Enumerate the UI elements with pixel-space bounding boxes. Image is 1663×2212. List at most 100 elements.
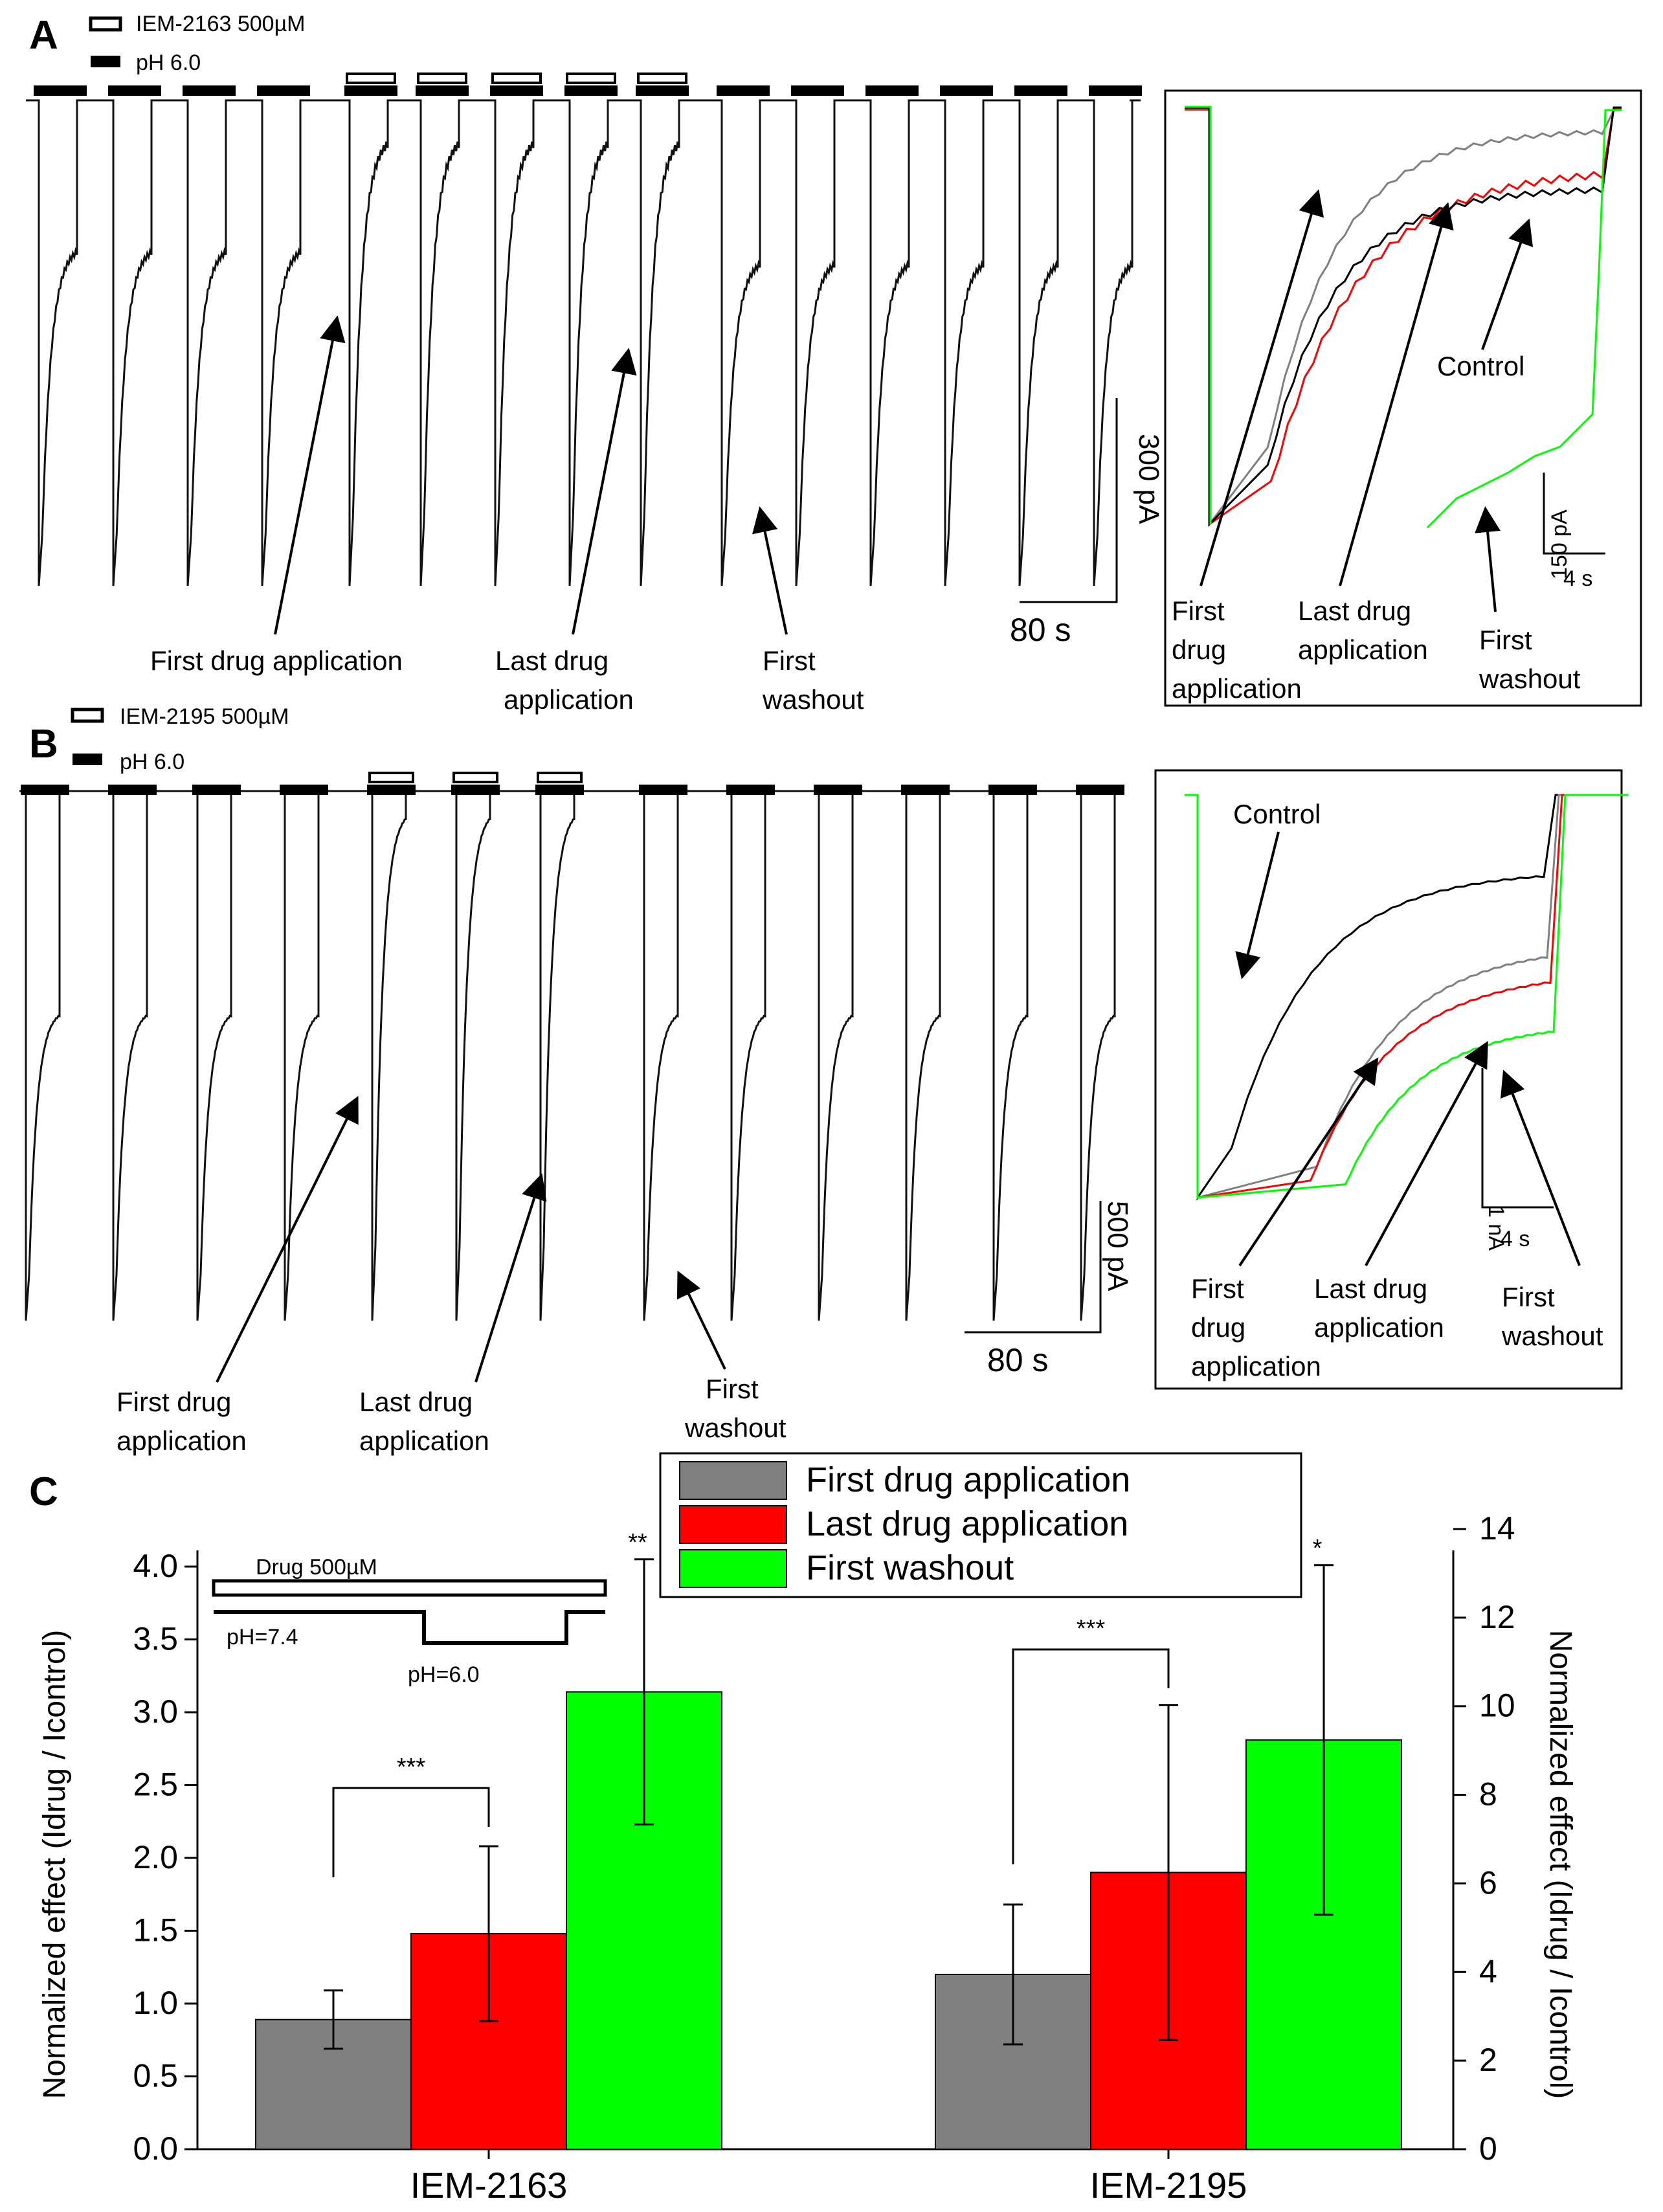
inset-a-frame: [1164, 89, 1642, 707]
y-tick-label-right: 4: [1479, 1953, 1497, 1989]
y-tick-label-left: 2.0: [133, 1839, 178, 1875]
panel-b-current-trace: [19, 790, 1123, 1321]
inset-b-scale-time: 4 s: [1501, 1227, 1530, 1251]
inset-b-first-3: application: [1191, 1351, 1321, 1381]
label-a-last-drug-1: Last drug: [495, 645, 608, 676]
ph-application-bar: [814, 785, 862, 795]
ph-application-bar: [865, 85, 919, 96]
ph-application-bar: [988, 785, 1037, 795]
panel-c: C 0.0 0.5 1.0 1.5 2.0 2.5 3.0 3.5 4.0 0 2 4 6 8 10 12 14…: [29, 1452, 1578, 2206]
panel-b-scale-bar: [965, 1201, 1102, 1334]
panel-b-scale-current: 500 pA: [1102, 1201, 1133, 1291]
label-b-first-drug-1: First drug: [117, 1387, 231, 1417]
ph-application-bar: [1089, 85, 1142, 96]
arrow-b-last-drug: [474, 1173, 547, 1383]
protocol-drug-box-icon: [212, 1579, 607, 1597]
ph-application-bar: [791, 85, 844, 96]
panel-a-scale-current: 300 pA: [1133, 434, 1165, 524]
drug-application-box: [368, 772, 414, 783]
inset-b-first-1: First: [1191, 1273, 1244, 1304]
y-tick-label-left: 0.0: [133, 2130, 178, 2167]
bar-chart: 0.0 0.5 1.0 1.5 2.0 2.5 3.0 3.5 4.0 0 2 4 6 8 10 12 14 No…: [38, 1452, 1578, 2206]
arrow-inset-a-first: [1200, 189, 1324, 587]
arrow-b-first-washout: [676, 1270, 726, 1370]
arrow-inset-b-last: [1365, 1040, 1488, 1266]
y-axis-label-left: Normalized effect (Idrug / Icontrol): [38, 1630, 72, 2099]
y-tick-label-right: 0: [1479, 2130, 1497, 2167]
significance-label: ***: [397, 1754, 426, 1781]
legend-swatch: [679, 1461, 787, 1500]
protocol-ph-line-icon: [214, 1610, 605, 1645]
current-trace-line: [26, 99, 1141, 587]
panel-b-label: B: [29, 722, 58, 766]
current-trace-line: [19, 790, 1123, 1321]
inset-b-wash-2: washout: [1501, 1321, 1603, 1351]
arrow-inset-a-last: [1339, 202, 1454, 587]
inset-b-last-2: application: [1314, 1312, 1444, 1343]
ph-application-bar: [639, 785, 687, 795]
arrow-a-last-drug: [572, 348, 637, 635]
drug-application-box: [346, 73, 396, 84]
inset-a-first-2: drug: [1172, 634, 1226, 665]
y-tick-label-left: 1.5: [133, 1912, 178, 1949]
y-tick-label-right: 2: [1479, 2042, 1497, 2078]
inset-a-last-1: Last drug: [1298, 596, 1411, 626]
legend-label: First drug application: [806, 1460, 1130, 1499]
y-tick-label-left: 1.0: [133, 1985, 178, 2021]
inset-b-scale-current: 1 nA: [1484, 1205, 1508, 1251]
ph-application-bar: [34, 85, 87, 96]
significance-bracket: [332, 1787, 490, 1877]
label-b-last-drug-1: Last drug: [359, 1387, 473, 1417]
ph-application-bar: [183, 85, 236, 96]
significance-label: **: [628, 1529, 647, 1556]
panel-a-label: A: [29, 13, 58, 58]
y-tick-label-right: 12: [1479, 1599, 1515, 1635]
ph-application-bar: [1076, 785, 1124, 795]
protocol-drug-label: Drug 500µM: [256, 1555, 377, 1580]
label-b-first-drug-2: application: [117, 1425, 247, 1456]
label-b-first-wash-1: First: [706, 1374, 759, 1404]
ph-application-bar: [726, 785, 775, 795]
ph-application-bar: [108, 785, 157, 795]
drug-application-box: [417, 73, 467, 84]
arrow-inset-b-wash: [1500, 1069, 1581, 1266]
arrow-a-first-drug: [274, 315, 346, 635]
y-tick-label-right: 14: [1479, 1510, 1515, 1547]
legend-swatch: [679, 1549, 787, 1588]
panel-c-label: C: [29, 1469, 58, 1514]
y-tick-label-left: 0.5: [133, 2058, 178, 2094]
bar-2-IEM-2163: [566, 1691, 722, 2150]
drug-application-box: [637, 73, 687, 84]
arrow-inset-b-control: [1235, 831, 1280, 979]
x-tick-label: IEM-2163: [410, 2165, 568, 2206]
ph-application-bar: [901, 785, 950, 795]
label-a-last-drug-2: application: [504, 684, 634, 715]
inset-trace-first-washout: [1185, 106, 1622, 529]
ph-application-bar: [416, 85, 469, 96]
y-tick-label-left: 2.5: [133, 1767, 178, 1803]
significance-bracket: [1012, 1648, 1170, 1864]
inset-b-traces: [1185, 794, 1628, 1201]
inset-a-scale-bar: [1543, 473, 1605, 555]
inset-b-wash-1: First: [1502, 1282, 1555, 1312]
drug-application-box: [566, 73, 616, 84]
ph-application-bar: [940, 85, 993, 96]
panel-b-ph-legend: pH 6.0: [120, 750, 184, 774]
ph-application-bar: [1014, 85, 1067, 96]
significance-label: ***: [1077, 1615, 1106, 1642]
y-tick-label-right: 6: [1479, 1864, 1497, 1901]
panel-a-scale-bar: [1020, 398, 1118, 603]
panel-b: B IEM-2195 500µM pH 6.0 500 pA 80 s Firs…: [19, 704, 1628, 1456]
legend-swatch: [679, 1505, 787, 1544]
protocol-ph-lo-label: pH=6.0: [408, 1662, 480, 1687]
ph-application-bar: [280, 785, 328, 795]
ph-application-bar: [367, 785, 416, 795]
inset-trace-first-drug: [1185, 109, 1622, 528]
ph-application-bar: [636, 85, 689, 96]
ph-application-bar: [257, 85, 310, 96]
inset-b-label-control: Control: [1233, 799, 1321, 829]
inset-a-label-control: Control: [1437, 351, 1524, 381]
panel-a-current-trace: [26, 99, 1141, 587]
y-tick-label-left: 3.0: [133, 1693, 178, 1730]
